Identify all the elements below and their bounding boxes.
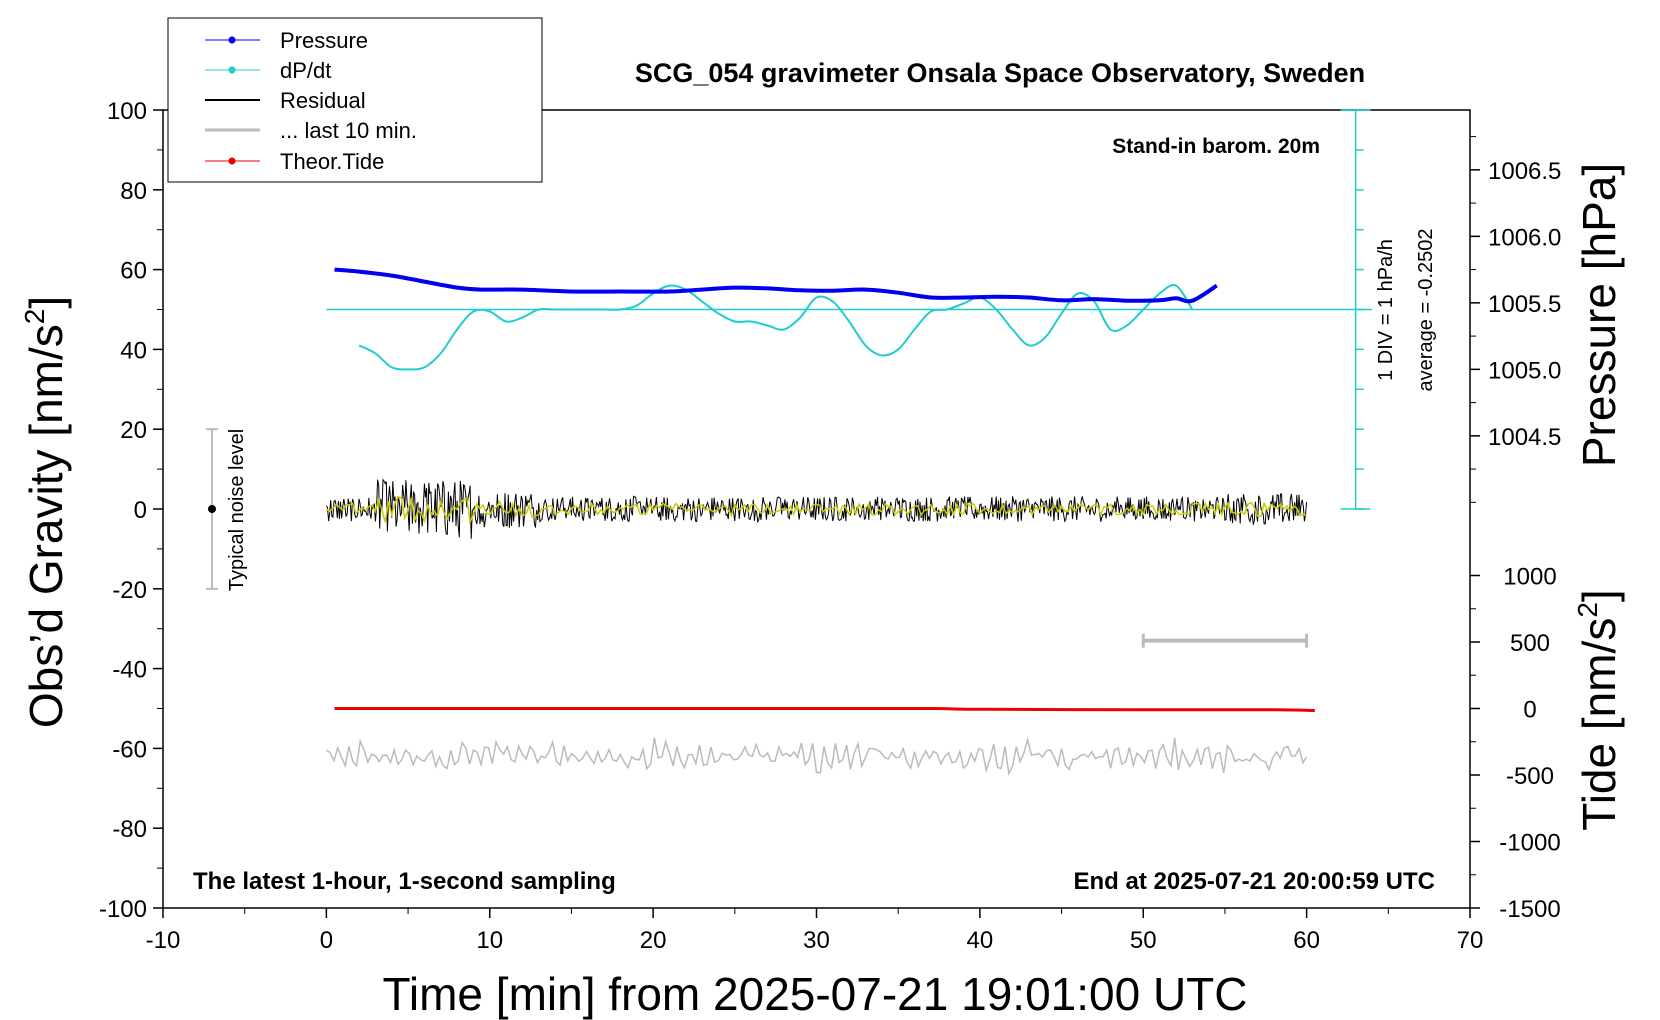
series-layer [206, 267, 1372, 776]
x-tick-label: -10 [146, 927, 181, 954]
y-tick-label: -60 [112, 736, 147, 763]
y-axis-title-left: Obs’d Gravity [nm/s2] [19, 296, 72, 728]
y-tick-label: 40 [120, 337, 147, 364]
y-tick-label: -100 [99, 896, 147, 923]
x-tick-label: 40 [967, 927, 994, 954]
x-tick-label: 10 [476, 927, 503, 954]
x-tick-label: 60 [1293, 927, 1320, 954]
tide-tick-label: 1000 [1503, 564, 1556, 591]
legend-label-tide: Theor.Tide [280, 149, 384, 174]
y-axis-title-tide: Tide [nm/s2] [1572, 589, 1625, 830]
dpdt-series-line [358, 284, 1194, 371]
y-axis-title-pressure: Pressure [hPa] [1573, 163, 1625, 467]
y-tick-label: -20 [112, 577, 147, 604]
legend-item-tide: Theor.Tide [205, 149, 384, 174]
tide-tick-label: 500 [1510, 630, 1550, 657]
bottom-right-annotation: End at 2025-07-21 20:00:59 UTC [1074, 868, 1436, 895]
legend-item-residual: Residual [205, 88, 366, 113]
tick-layer: -10 0 10 20 30 40 50 60 70100806040200-20-40-60-… [99, 98, 1561, 954]
residual-smooth-line [325, 495, 1307, 526]
x-tick-label: 20 [640, 927, 667, 954]
tide-series-line [334, 706, 1315, 712]
y-left-main: Obs’d Gravity [nm/s [20, 324, 72, 728]
pressure-tick-label: 1006.5 [1488, 158, 1561, 185]
x-tick-label: 50 [1130, 927, 1157, 954]
y-tick-label: 60 [120, 258, 147, 285]
y-tick-label: 0 [134, 497, 147, 524]
legend-item-dpdt: dP/dt [205, 58, 331, 83]
residual-series-line [325, 478, 1308, 539]
tide-tick-label: -1000 [1499, 830, 1560, 857]
y-tick-label: -40 [112, 657, 147, 684]
bottom-left-annotation: The latest 1-hour, 1-second sampling [193, 868, 616, 895]
chart-title: SCG_054 gravimeter Onsala Space Observat… [635, 58, 1365, 88]
pressure-tick-label: 1006.0 [1488, 224, 1561, 251]
y-left-sup: 2 [19, 309, 50, 325]
tide-tick-label: -1500 [1499, 896, 1560, 923]
tide-tick-label: 0 [1523, 697, 1536, 724]
y-tick-label: -80 [112, 816, 147, 843]
legend-item-last10: ... last 10 min. [205, 118, 417, 143]
pressure-series-line [334, 267, 1218, 304]
legend: Pressure dP/dt Residual ... last 10 min.… [167, 17, 543, 183]
legend-label-pressure: Pressure [280, 28, 368, 53]
pressure-tick-label: 1005.5 [1488, 291, 1561, 318]
legend-label-last10: ... last 10 min. [280, 118, 417, 143]
y-tick-label: 80 [120, 178, 147, 205]
tide-tick-label: -500 [1506, 763, 1554, 790]
x-tick-label: 0 [320, 927, 333, 954]
pressure-tick-label: 1004.5 [1488, 424, 1561, 451]
y-tide-main: Tide [nm/s [1573, 618, 1625, 831]
noise-bar-center-dot [208, 505, 217, 513]
noise-label: Typical noise level [226, 429, 248, 591]
x-axis-title: Time [min] from 2025-07-21 19:01:00 UTC [383, 968, 1248, 1020]
last10-series-line [326, 736, 1308, 776]
barometer-annotation: Stand-in barom. 20m [1112, 135, 1320, 158]
y-left-end: ] [20, 296, 72, 309]
y-tide-sup: 2 [1572, 602, 1603, 618]
y-tick-label: 100 [107, 98, 147, 125]
legend-item-pressure: Pressure [205, 28, 368, 53]
x-tick-label: 70 [1457, 927, 1484, 954]
div-label: 1 DIV = 1 hPa/h [1375, 239, 1397, 381]
pressure-tick-label: 1005.0 [1488, 357, 1561, 384]
average-label: average = -0.2502 [1415, 229, 1437, 392]
y-tide-end: ] [1573, 589, 1625, 602]
x-tick-label: 30 [803, 927, 830, 954]
y-tick-label: 20 [120, 417, 147, 444]
legend-label-dpdt: dP/dt [280, 58, 331, 83]
legend-label-residual: Residual [280, 88, 366, 113]
